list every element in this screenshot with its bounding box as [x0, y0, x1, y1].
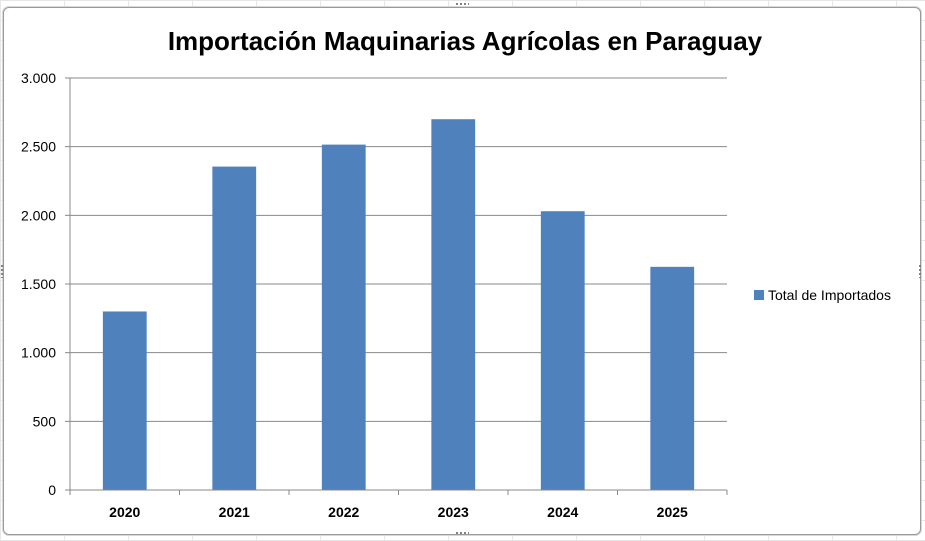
y-axis-tick-label: 1.500: [21, 276, 56, 292]
bar: [650, 266, 695, 490]
y-axis-tick-label: 1.000: [21, 345, 56, 361]
x-axis-tick-label: 2020: [109, 504, 140, 520]
legend-label: Total de Importados: [768, 287, 891, 303]
y-axis-tick-label: 500: [33, 413, 57, 429]
y-axis-tick-label: 2.500: [21, 139, 56, 155]
resize-handle-left[interactable]: [0, 264, 4, 278]
y-axis-tick-label: 2.000: [21, 207, 56, 223]
bar: [212, 166, 257, 490]
bar: [102, 311, 147, 490]
x-axis-tick-label: 2023: [438, 504, 469, 520]
x-axis-tick-label: 2025: [657, 504, 688, 520]
x-axis-tick-label: 2024: [547, 504, 578, 520]
bar-series: [102, 119, 695, 491]
y-axis-tick-label: 3.000: [21, 70, 56, 86]
gridlines: [70, 77, 727, 422]
y-axis-tick-labels: 0 500 1.000 1.500 2.000 2.500 3.000: [21, 70, 56, 498]
x-axis-tick-label: 2021: [219, 504, 250, 520]
legend-swatch: [754, 290, 764, 300]
resize-handle-bottom[interactable]: [455, 531, 469, 535]
bar: [321, 144, 366, 490]
resize-handle-right[interactable]: [918, 264, 922, 278]
resize-handle-top[interactable]: [455, 2, 469, 6]
y-axis-tick-label: 0: [48, 482, 56, 498]
legend: Total de Importados: [754, 287, 891, 303]
bar: [540, 211, 585, 491]
x-axis-tick-label: 2022: [328, 504, 359, 520]
bar: [431, 119, 476, 490]
chart-title: Importación Maquinarias Agrícolas en Par…: [168, 26, 763, 56]
axes: [65, 77, 728, 495]
x-axis-tick-labels: 2020 2021 2022 2023 2024 2025: [109, 504, 688, 520]
